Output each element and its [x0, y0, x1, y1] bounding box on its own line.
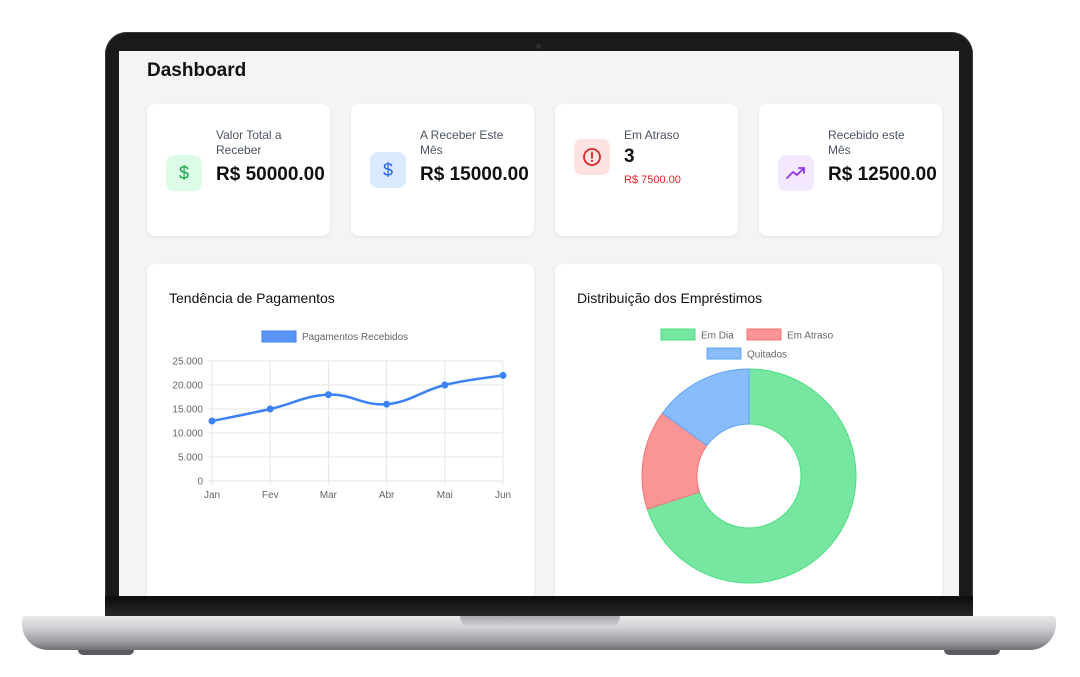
laptop-screen: Dashboard $ Valor Total a Receber R$ 500… — [119, 51, 959, 596]
stat-card-received-month: Recebido este Mês R$ 12500.00 — [759, 104, 942, 236]
x-tick-label: Fev — [262, 490, 279, 501]
stat-card-overdue: Em Atraso 3 R$ 7500.00 — [555, 104, 738, 236]
x-tick-label: Jan — [204, 490, 220, 501]
x-tick-label: Jun — [495, 490, 511, 501]
laptop-foot — [78, 650, 134, 655]
data-point — [441, 381, 449, 389]
dollar-glyph: $ — [383, 160, 393, 180]
alert-circle-glyph — [583, 148, 601, 166]
stat-value: R$ 15000.00 — [420, 164, 529, 185]
y-tick-label: 10.000 — [172, 429, 203, 440]
data-point — [208, 417, 216, 425]
x-tick-label: Mai — [437, 490, 453, 501]
overdue-amount: R$ 7500.00 — [624, 174, 681, 186]
y-tick-label: 20.000 — [172, 381, 203, 392]
stat-label: A Receber Este Mês — [420, 128, 504, 157]
y-tick-label: 5.000 — [178, 453, 203, 464]
card-title: Distribuição dos Empréstimos — [577, 290, 763, 306]
legend-label-pagamentos: Pagamentos Recebidos — [302, 332, 408, 343]
legend-label-2: Quitados — [747, 350, 787, 361]
laptop-notch — [460, 616, 620, 628]
x-tick-label: Abr — [379, 490, 395, 501]
donut-slice-2 — [661, 368, 750, 447]
donut-slice-0 — [646, 368, 857, 584]
data-point — [383, 400, 391, 408]
data-point — [324, 391, 332, 399]
loan-distribution-card: Distribuição dos Empréstimos Em Dia Em At… — [555, 264, 942, 596]
data-point — [499, 371, 507, 379]
laptop-hinge — [105, 596, 973, 618]
dollar-icon: $ — [166, 155, 202, 191]
legend-swatch-0 — [660, 328, 696, 341]
card-title: Tendência de Pagamentos — [169, 290, 335, 306]
stat-value: R$ 12500.00 — [828, 164, 937, 185]
svg-text:$: $ — [179, 163, 189, 183]
stat-card-total: $ Valor Total a Receber R$ 50000.00 — [147, 104, 330, 236]
dollar-icon: $ — [370, 152, 406, 188]
legend-label-0: Em Dia — [701, 331, 734, 342]
alert-circle-icon — [574, 139, 610, 175]
data-point — [266, 405, 274, 413]
y-tick-label: 15.000 — [172, 405, 203, 416]
x-tick-label: Mar — [320, 490, 338, 501]
legend-swatch-pagamentos — [261, 330, 297, 343]
page-title: Dashboard — [147, 60, 247, 81]
webcam — [536, 44, 541, 49]
stat-label: Em Atraso — [624, 128, 680, 142]
series-line-pagamentos — [211, 374, 504, 423]
payment-trend-chart: Pagamentos Recebidos 0 5.000 10.000 15.000 20… — [172, 330, 511, 501]
stat-label: Recebido este Mês — [828, 128, 905, 157]
legend-label-1: Em Atraso — [787, 331, 834, 342]
dollar-glyph: $ — [179, 163, 189, 183]
y-tick-label: 0 — [197, 477, 203, 488]
y-tick-label: 25.000 — [172, 357, 203, 368]
stat-value: R$ 50000.00 — [216, 164, 325, 185]
trending-up-glyph — [786, 167, 805, 179]
trending-up-icon — [778, 155, 814, 191]
stat-card-receivable-month: $ A Receber Este Mês R$ 15000.00 — [351, 104, 534, 236]
legend-swatch-2 — [706, 347, 742, 360]
legend-swatch-1 — [746, 328, 782, 341]
payment-trend-card: Tendência de Pagamentos Pagamentos Receb… — [147, 264, 534, 596]
stat-value: 3 — [624, 146, 635, 167]
stat-label: Valor Total a Receber — [216, 128, 282, 157]
svg-text:$: $ — [383, 160, 393, 180]
laptop-foot — [944, 650, 1000, 655]
